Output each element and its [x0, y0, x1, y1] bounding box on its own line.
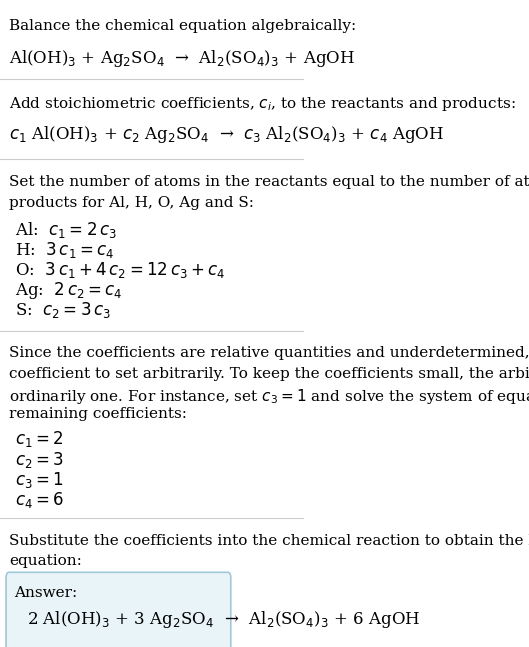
Text: ordinarily one. For instance, set $c_3 = 1$ and solve the system of equations fo: ordinarily one. For instance, set $c_3 =… — [9, 387, 529, 406]
Text: Substitute the coefficients into the chemical reaction to obtain the balanced: Substitute the coefficients into the che… — [9, 534, 529, 548]
Text: Al:  $c_1 = 2\,c_3$: Al: $c_1 = 2\,c_3$ — [15, 219, 117, 239]
Text: coefficient to set arbitrarily. To keep the coefficients small, the arbitrary va: coefficient to set arbitrarily. To keep … — [9, 367, 529, 380]
Text: Balance the chemical equation algebraically:: Balance the chemical equation algebraica… — [9, 19, 357, 32]
Text: $c_2 = 3$: $c_2 = 3$ — [15, 450, 64, 470]
Text: Answer:: Answer: — [14, 586, 77, 600]
Text: O:  $3\,c_1 + 4\,c_2 = 12\,c_3 + c_4$: O: $3\,c_1 + 4\,c_2 = 12\,c_3 + c_4$ — [15, 259, 225, 280]
Text: Add stoichiometric coefficients, $c_i$, to the reactants and products:: Add stoichiometric coefficients, $c_i$, … — [9, 95, 516, 113]
Text: Set the number of atoms in the reactants equal to the number of atoms in the: Set the number of atoms in the reactants… — [9, 175, 529, 188]
Text: $c_3 = 1$: $c_3 = 1$ — [15, 470, 64, 490]
Text: products for Al, H, O, Ag and S:: products for Al, H, O, Ag and S: — [9, 195, 254, 210]
FancyBboxPatch shape — [6, 573, 231, 647]
Text: remaining coefficients:: remaining coefficients: — [9, 407, 187, 421]
Text: 2 Al(OH)$_3$ + 3 Ag$_2$SO$_4$  →  Al$_2$(SO$_4$)$_3$ + 6 AgOH: 2 Al(OH)$_3$ + 3 Ag$_2$SO$_4$ → Al$_2$(S… — [28, 609, 421, 630]
Text: Since the coefficients are relative quantities and underdetermined, choose a: Since the coefficients are relative quan… — [9, 346, 529, 360]
Text: Al(OH)$_3$ + Ag$_2$SO$_4$  →  Al$_2$(SO$_4$)$_3$ + AgOH: Al(OH)$_3$ + Ag$_2$SO$_4$ → Al$_2$(SO$_4… — [9, 48, 355, 69]
Text: H:  $3\,c_1 = c_4$: H: $3\,c_1 = c_4$ — [15, 239, 114, 259]
Text: $c_1$ Al(OH)$_3$ + $c_2$ Ag$_2$SO$_4$  →  $c_3$ Al$_2$(SO$_4$)$_3$ + $c_4$ AgOH: $c_1$ Al(OH)$_3$ + $c_2$ Ag$_2$SO$_4$ → … — [9, 124, 444, 146]
Text: Ag:  $2\,c_2 = c_4$: Ag: $2\,c_2 = c_4$ — [15, 280, 123, 301]
Text: equation:: equation: — [9, 554, 82, 568]
Text: $c_1 = 2$: $c_1 = 2$ — [15, 430, 63, 450]
Text: S:  $c_2 = 3\,c_3$: S: $c_2 = 3\,c_3$ — [15, 300, 111, 320]
Text: $c_4 = 6$: $c_4 = 6$ — [15, 490, 64, 510]
